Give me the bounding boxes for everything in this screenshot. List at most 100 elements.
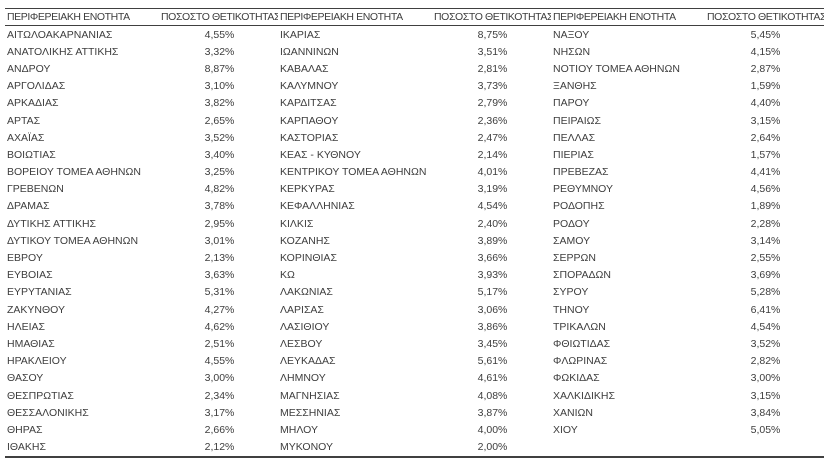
table-row: ΘΕΣΣΑΛΟΝΙΚΗΣ 3,17% ΜΕΣΣΗΝΙΑΣ 3,87% ΧΑΝΙΩΝ 3,8… [5, 404, 824, 421]
region-name-cell: ΓΡΕΒΕΝΩΝ [7, 183, 64, 196]
region-name-cell: ΑΝΔΡΟΥ [7, 62, 51, 75]
positivity-value-cell: 4,27% [204, 303, 235, 316]
region-name-cell: ΠΙΕΡΙΑΣ [553, 148, 594, 161]
positivity-value-cell: 1,59% [750, 80, 781, 93]
region-name-cell: ΗΡΑΚΛΕΙΟΥ [7, 355, 67, 368]
region-name-cell: ΧΑΛΚΙΔΙΚΗΣ [553, 389, 615, 402]
positivity-value-cell: 2,81% [477, 62, 508, 75]
positivity-value-cell: 3,51% [477, 45, 508, 58]
table-row: ΑΝΔΡΟΥ 8,87% ΚΑΒΑΛΑΣ 2,81% ΝΟΤΙΟΥ ΤΟΜΕΑ ΑΘΗΝ… [5, 60, 824, 77]
region-name-cell: ΦΩΚΙΔΑΣ [553, 372, 600, 385]
positivity-value-cell: 2,55% [750, 252, 781, 265]
region-name-cell: ΕΥΡΥΤΑΝΙΑΣ [7, 286, 72, 299]
positivity-value-cell: 2,95% [204, 217, 235, 230]
positivity-value-cell: 8,75% [477, 28, 508, 41]
header-region-3: ΠΕΡΙΦΕΡΕΙΑΚΗ ΕΝΟΤΗΤΑ [551, 8, 707, 26]
table-row: ΑΡΓΟΛΙΔΑΣ 3,10% ΚΑΛΥΜΝΟΥ 3,73% ΞΑΝΘΗΣ 1,59% [5, 78, 824, 95]
positivity-value-cell: 3,40% [204, 148, 235, 161]
table-body: ΑΙΤΩΛΟΑΚΑΡΝΑΝΙΑΣ 4,55% ΙΚΑΡΙΑΣ 8,75% ΝΑΞΟΥ 5,… [5, 26, 824, 458]
positivity-value-cell: 2,36% [477, 114, 508, 127]
region-name-cell: ΛΗΜΝΟΥ [280, 372, 326, 385]
region-name-cell: ΘΕΣΣΑΛΟΝΙΚΗΣ [7, 406, 89, 419]
positivity-value-cell: 2,13% [204, 252, 235, 265]
positivity-value-cell: 4,62% [204, 320, 235, 333]
region-name-cell: ΚΑΡΔΙΤΣΑΣ [280, 97, 337, 110]
region-name-cell: ΚΩ [280, 269, 295, 282]
region-name-cell: ΡΕΘΥΜΝΟΥ [553, 183, 614, 196]
positivity-value-cell: 2,51% [204, 337, 235, 350]
table-row: ΕΥΒΟΙΑΣ 3,63% ΚΩ 3,93% ΣΠΟΡΑΔΩΝ 3,69% [5, 267, 824, 284]
positivity-value-cell: 2,79% [477, 97, 508, 110]
region-name-cell: ΣΑΜΟΥ [553, 234, 591, 247]
table-row: ΘΑΣΟΥ 3,00% ΛΗΜΝΟΥ 4,61% ΦΩΚΙΔΑΣ 3,00% [5, 370, 824, 387]
positivity-value-cell: 3,25% [204, 166, 235, 179]
positivity-value-cell: 3,14% [750, 234, 781, 247]
positivity-value-cell: 2,34% [204, 389, 235, 402]
positivity-value-cell: 4,56% [750, 183, 781, 196]
table-row: ΕΥΡΥΤΑΝΙΑΣ 5,31% ΛΑΚΩΝΙΑΣ 5,17% ΣΥΡΟΥ 5,28% [5, 284, 824, 301]
positivity-value-cell: 5,61% [477, 355, 508, 368]
region-name-cell: ΤΡΙΚΑΛΩΝ [553, 320, 606, 333]
positivity-value-cell: 1,89% [750, 200, 781, 213]
region-name-cell: ΔΥΤΙΚΗΣ ΑΤΤΙΚΗΣ [7, 217, 97, 230]
positivity-value-cell: 2,65% [204, 114, 235, 127]
region-name-cell: ΚΑΣΤΟΡΙΑΣ [280, 131, 339, 144]
table-row: ΕΒΡΟΥ 2,13% ΚΟΡΙΝΘΙΑΣ 3,66% ΣΕΡΡΩΝ 2,55% [5, 249, 824, 266]
positivity-value-cell: 5,31% [204, 286, 235, 299]
region-name-cell: ΝΗΣΩΝ [553, 45, 591, 58]
region-name-cell: ΡΟΔΟΠΗΣ [553, 200, 605, 213]
positivity-value-cell: 2,12% [161, 438, 278, 458]
table-row: ΑΙΤΩΛΟΑΚΑΡΝΑΝΙΑΣ 4,55% ΙΚΑΡΙΑΣ 8,75% ΝΑΞΟΥ 5,… [5, 26, 824, 44]
table-row: ΗΛΕΙΑΣ 4,62% ΛΑΣΙΘΙΟΥ 3,86% ΤΡΙΚΑΛΩΝ 4,54% [5, 318, 824, 335]
positivity-value-cell: 3,73% [477, 80, 508, 93]
positivity-value-cell: 3,19% [477, 183, 508, 196]
positivity-value-cell: 3,00% [204, 372, 235, 385]
region-name-cell: ΕΒΡΟΥ [7, 252, 43, 265]
positivity-value-cell: 4,00% [477, 423, 508, 436]
positivity-value-cell: 3,52% [204, 131, 235, 144]
positivity-value-cell: 3,15% [750, 389, 781, 402]
table-row: ΘΕΣΠΡΩΤΙΑΣ 2,34% ΜΑΓΝΗΣΙΑΣ 4,08% ΧΑΛΚΙΔΙΚΗΣ 3… [5, 387, 824, 404]
positivity-value-cell: 3,45% [477, 337, 508, 350]
region-name-cell: ΛΑΣΙΘΙΟΥ [280, 320, 330, 333]
positivity-value-cell: 3,06% [477, 303, 508, 316]
region-name-cell: ΧΙΟΥ [553, 423, 578, 436]
region-name-cell: ΛΕΥΚΑΔΑΣ [280, 355, 336, 368]
positivity-value-cell: 2,28% [750, 217, 781, 230]
region-name-cell: ΜΗΛΟΥ [280, 423, 318, 436]
region-name-cell: ΚΕΝΤΡΙΚΟΥ ΤΟΜΕΑ ΑΘΗΝΩΝ [280, 166, 427, 179]
positivity-value-cell: 3,86% [477, 320, 508, 333]
positivity-value-cell: 5,05% [750, 423, 781, 436]
table-row: ΖΑΚΥΝΘΟΥ 4,27% ΛΑΡΙΣΑΣ 3,06% ΤΗΝΟΥ 6,41% [5, 301, 824, 318]
region-name-cell: ΘΑΣΟΥ [7, 372, 44, 385]
positivity-value-cell: 4,15% [750, 45, 781, 58]
region-name-cell: ΚΙΛΚΙΣ [280, 217, 314, 230]
positivity-value-cell: 3,10% [204, 80, 235, 93]
region-name-cell: ΙΩΑΝΝΙΝΩΝ [280, 45, 339, 58]
region-name-cell: ΚΕΡΚΥΡΑΣ [280, 183, 335, 196]
region-name-cell: ΠΕΛΛΑΣ [553, 131, 596, 144]
region-name-cell: ΛΑΚΩΝΙΑΣ [280, 286, 333, 299]
region-name-cell: ΚΑΛΥΜΝΟΥ [280, 80, 339, 93]
positivity-value-cell: 3,63% [204, 269, 235, 282]
table-row: ΘΗΡΑΣ 2,66% ΜΗΛΟΥ 4,00% ΧΙΟΥ 5,05% [5, 421, 824, 438]
positivity-value-cell: 3,01% [204, 234, 235, 247]
positivity-value-cell [707, 438, 824, 458]
header-row: ΠΕΡΙΦΕΡΕΙΑΚΗ ΕΝΟΤΗΤΑ ΠΟΣΟΣΤΟ ΘΕΤΙΚΟΤΗΤΑΣ… [5, 8, 824, 26]
table-row: ΙΘΑΚΗΣ 2,12% ΜΥΚΟΝΟΥ 2,00% [5, 438, 824, 458]
positivity-value-cell: 2,47% [477, 131, 508, 144]
region-name-cell: ΠΡΕΒΕΖΑΣ [553, 166, 609, 179]
header-region-2: ΠΕΡΙΦΕΡΕΙΑΚΗ ΕΝΟΤΗΤΑ [278, 8, 434, 26]
region-name-cell: ΣΠΟΡΑΔΩΝ [553, 269, 611, 282]
region-name-cell: ΑΙΤΩΛΟΑΚΑΡΝΑΝΙΑΣ [7, 28, 113, 41]
table-row: ΔΥΤΙΚΟΥ ΤΟΜΕΑ ΑΘΗΝΩΝ 3,01% ΚΟΖΑΝΗΣ 3,89% ΣΑΜ… [5, 232, 824, 249]
region-name-cell: ΒΟΙΩΤΙΑΣ [7, 148, 56, 161]
positivity-value-cell: 3,15% [750, 114, 781, 127]
region-name-cell: ΘΗΡΑΣ [7, 423, 43, 436]
region-name-cell: ΚΟΡΙΝΘΙΑΣ [280, 252, 337, 265]
table-row: ΑΝΑΤΟΛΙΚΗΣ ΑΤΤΙΚΗΣ 3,32% ΙΩΑΝΝΙΝΩΝ 3,51% ΝΗΣ… [5, 43, 824, 60]
positivity-value-cell: 2,82% [750, 355, 781, 368]
positivity-value-cell: 4,40% [750, 97, 781, 110]
positivity-value-cell: 4,54% [477, 200, 508, 213]
